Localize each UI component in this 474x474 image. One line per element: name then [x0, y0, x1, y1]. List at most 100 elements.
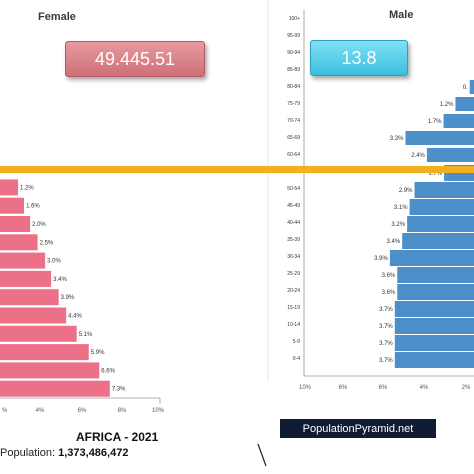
female-value-label: 3.4% — [53, 277, 67, 283]
highlight-line — [0, 166, 474, 173]
female-bar — [0, 179, 19, 196]
female-value-label: 3.0% — [47, 259, 61, 265]
age-label: 45-49 — [287, 203, 300, 209]
male-value-label: 3.4% — [387, 239, 401, 245]
population-line: Population: 1,373,486,472 — [0, 447, 128, 459]
male-value-label: 0. — [463, 85, 468, 91]
male-value-label: 1.2% — [440, 102, 454, 108]
female-title: Female — [38, 11, 76, 23]
male-bar — [414, 182, 474, 198]
age-label: 20-24 — [287, 288, 300, 294]
age-label: 80-84 — [287, 84, 300, 90]
age-label: 15-19 — [287, 305, 300, 311]
female-bar — [0, 270, 52, 287]
male-stat-box: 13.8 — [310, 40, 408, 76]
male-axis-ticks: 10% 6% 6% 4% 2% — [299, 385, 471, 391]
male-value-label: 2.9% — [399, 188, 413, 194]
age-label: 95-99 — [287, 33, 300, 39]
female-bar — [0, 325, 77, 342]
male-bars — [389, 80, 474, 368]
age-label: 35-39 — [287, 237, 300, 243]
male-axis-tick: 6% — [379, 385, 388, 391]
male-axis-tick: 10% — [299, 385, 312, 391]
age-label: 40-44 — [287, 220, 300, 226]
female-value-label: 7.3% — [112, 387, 126, 393]
female-bar — [0, 216, 31, 232]
female-value-label: 1.2% — [20, 185, 34, 191]
age-label: 100+ — [289, 16, 300, 22]
male-bar — [402, 233, 474, 249]
female-bars — [0, 179, 110, 397]
male-bar — [405, 131, 474, 145]
male-axis-tick: 2% — [462, 385, 471, 391]
male-value-label: 1.7% — [428, 119, 442, 125]
male-bar — [469, 80, 474, 94]
female-value-label: 1.6% — [26, 204, 40, 210]
male-value-label: 3.1% — [394, 205, 408, 211]
male-bar — [443, 114, 474, 128]
age-group-labels: 100+ 95-99 90-94 85-89 80-84 75-79 70-74 65-69 6… — [287, 16, 300, 362]
female-axis-ticks: % 4% 6% 8% 10% — [2, 408, 165, 414]
female-value-label: 2.5% — [40, 240, 54, 246]
female-value-label: 2.0% — [32, 222, 46, 228]
male-value-label: 3.7% — [379, 358, 393, 364]
age-label: 60-64 — [287, 152, 300, 158]
female-axis-tick: 6% — [78, 408, 87, 414]
male-value-label: 3.6% — [382, 273, 396, 279]
age-label: 25-29 — [287, 271, 300, 277]
male-value-label: 3.9% — [374, 256, 388, 262]
female-value-labels: 7.3% 6.6% 5.9% 5.1% 4.4% 3.9% 3.4% 3.0% 2.5% 2.0%… — [20, 185, 126, 392]
male-axis-tick: 4% — [420, 385, 429, 391]
female-value-label: 4.4% — [68, 314, 82, 320]
male-value-label: 3.2% — [391, 222, 405, 228]
age-label: 90-94 — [287, 50, 300, 56]
female-bar — [0, 289, 59, 306]
male-value-labels: 0. 1.2% 1.7% 3.3% 2.4% 1.7% 2.9% 3.1% 3.2% 3.4% 3.… — [374, 85, 468, 364]
female-value-label: 6.6% — [101, 368, 115, 374]
female-bar — [0, 234, 38, 251]
male-bar — [455, 97, 474, 111]
female-stat-box: 49.445.51 — [65, 41, 205, 77]
age-label: 30-34 — [287, 254, 300, 260]
age-label: 10-14 — [287, 322, 300, 328]
male-value-label: 3.7% — [379, 341, 393, 347]
female-bar — [0, 252, 46, 269]
male-bar — [394, 352, 474, 368]
footer-slash — [257, 443, 267, 467]
female-axis-tick: % — [2, 408, 8, 414]
female-bar — [0, 197, 25, 214]
male-bar — [397, 284, 474, 300]
male-value-label: 3.3% — [390, 136, 404, 142]
female-bar — [0, 307, 67, 324]
age-label: 0-4 — [293, 356, 300, 362]
age-label: 5-9 — [293, 339, 300, 345]
female-axis-tick: 10% — [152, 408, 165, 414]
male-value-label: 3.6% — [382, 290, 396, 296]
male-bar — [397, 267, 474, 283]
region-label: AFRICA - 2021 — [76, 430, 159, 444]
female-bar — [0, 362, 100, 379]
male-value-label: 3.7% — [379, 307, 393, 313]
male-title: Male — [389, 9, 413, 21]
age-label: 85-89 — [287, 67, 300, 73]
age-label: 65-69 — [287, 135, 300, 141]
male-value-label: 1.7% — [428, 171, 442, 177]
female-axis-tick: 8% — [118, 408, 127, 414]
female-bar — [0, 380, 110, 397]
female-value-label: 5.9% — [91, 350, 105, 356]
female-value-label: 5.1% — [79, 332, 93, 338]
age-label: 50-54 — [287, 186, 300, 192]
brand-badge: PopulationPyramid.net — [280, 419, 436, 438]
male-bar — [394, 301, 474, 317]
female-axis-tick: 4% — [36, 408, 45, 414]
male-bar — [409, 199, 474, 215]
male-bar — [394, 318, 474, 334]
male-bar — [426, 148, 474, 162]
population-label: Population: — [0, 447, 56, 459]
male-bar — [407, 216, 474, 232]
population-value: 1,373,486,472 — [58, 447, 129, 459]
male-bar — [394, 335, 474, 351]
age-label: 70-74 — [287, 118, 300, 124]
age-label: 75-79 — [287, 101, 300, 107]
